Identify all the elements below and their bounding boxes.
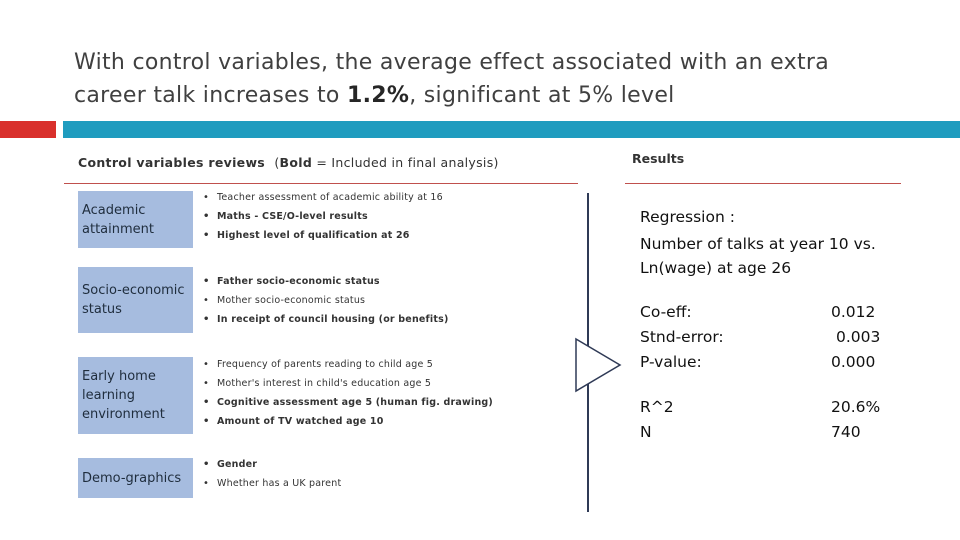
category-socio-economic-status: Socio-economic status	[78, 267, 193, 333]
stat-row-r-squared: R^2 20.6%	[640, 395, 900, 420]
variable-item: Father socio-economic status	[201, 276, 449, 295]
results-panel: Regression : Number of talks at year 10 …	[640, 205, 900, 445]
stat-row-stnd-error: Stnd-error: 0.003	[640, 325, 900, 350]
category-early-home-learning: Early home learning environment	[78, 357, 193, 434]
category-demo-graphics: Demo-graphics	[78, 458, 193, 498]
stat-value: 0.003	[836, 328, 881, 346]
stat-row-coeff: Co-eff: 0.012	[640, 300, 900, 325]
variable-item: Highest level of qualification at 26	[201, 230, 443, 249]
accent-bar-teal	[63, 121, 960, 138]
stat-value: 20.6%	[831, 398, 881, 416]
regression-label: Regression :	[640, 208, 735, 226]
variable-item: Mother socio-economic status	[201, 295, 449, 314]
left-heading-rule	[64, 183, 578, 184]
variable-item: Frequency of parents reading to child ag…	[201, 359, 493, 378]
variable-item: Amount of TV watched age 10	[201, 416, 493, 435]
stat-row-n: N 740	[640, 420, 900, 445]
variable-item: Teacher assessment of academic ability a…	[201, 192, 443, 211]
variable-list-socio-economic: Father socio-economic status Mother soci…	[201, 276, 449, 333]
right-arrow-icon	[575, 337, 622, 393]
variable-item: Maths - CSE/O-level results	[201, 211, 443, 230]
variable-item: In receipt of council housing (or benefi…	[201, 314, 449, 333]
category-academic-attainment: Academic attainment	[78, 191, 193, 248]
stat-value: 0.000	[831, 353, 876, 371]
stat-value: 740	[831, 423, 861, 441]
variable-item: Gender	[201, 459, 341, 478]
results-heading: Results	[632, 151, 685, 166]
slide-title: With control variables, the average effe…	[74, 50, 830, 108]
accent-bar-red	[0, 121, 56, 138]
variable-item: Cognitive assessment age 5 (human fig. d…	[201, 397, 493, 416]
variable-list-demographics: Gender Whether has a UK parent	[201, 459, 341, 497]
variable-item: Mother's interest in child's education a…	[201, 378, 493, 397]
stat-value: 0.012	[831, 303, 876, 321]
variable-list-early-home: Frequency of parents reading to child ag…	[201, 359, 493, 435]
right-heading-rule	[625, 183, 901, 184]
variable-list-academic: Teacher assessment of academic ability a…	[201, 192, 443, 249]
variable-item: Whether has a UK parent	[201, 478, 341, 497]
control-variables-heading: Control variables reviews (Bold = Includ…	[78, 155, 499, 170]
stat-row-p-value: P-value: 0.000	[640, 350, 900, 375]
regression-description: Number of talks at year 10 vs. Ln(wage) …	[640, 235, 876, 277]
